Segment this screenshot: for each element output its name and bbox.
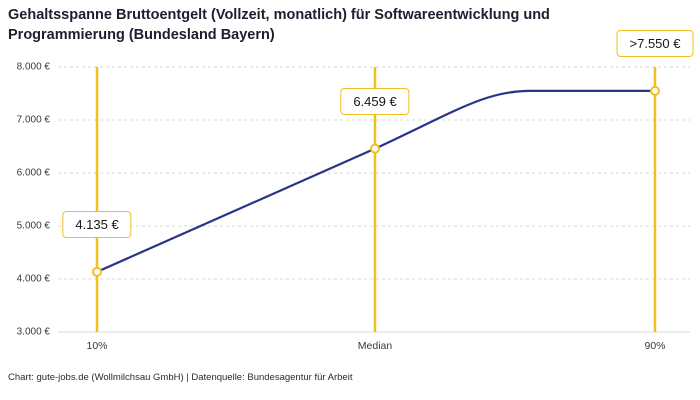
y-axis-tick: 5.000 € bbox=[16, 220, 50, 232]
footer-credit: Chart: gute-jobs.de (Wollmilchsau GmbH) … bbox=[8, 372, 353, 383]
x-axis-tick-10pct: 10% bbox=[86, 340, 108, 352]
y-axis-tick: 4.000 € bbox=[16, 273, 50, 285]
value-label-90pct: >7.550 € bbox=[616, 29, 694, 57]
value-label-median: 6.459 € bbox=[340, 87, 410, 115]
data-marker bbox=[370, 143, 380, 154]
value-label-10pct: 4.135 € bbox=[62, 210, 132, 238]
page-title: Gehaltsspanne Bruttoentgelt (Vollzeit, m… bbox=[8, 7, 550, 44]
data-marker bbox=[92, 266, 102, 277]
salary-line bbox=[96, 89, 655, 273]
y-axis-tick: 6.000 € bbox=[16, 167, 50, 179]
y-axis-tick: 8.000 € bbox=[16, 61, 50, 73]
y-axis-tick: 3.000 € bbox=[16, 326, 50, 338]
y-axis-tick: 7.000 € bbox=[16, 114, 50, 126]
data-marker bbox=[650, 85, 660, 96]
x-axis-tick-90pct: 90% bbox=[644, 340, 666, 352]
x-axis-tick-median: Median bbox=[357, 340, 393, 352]
